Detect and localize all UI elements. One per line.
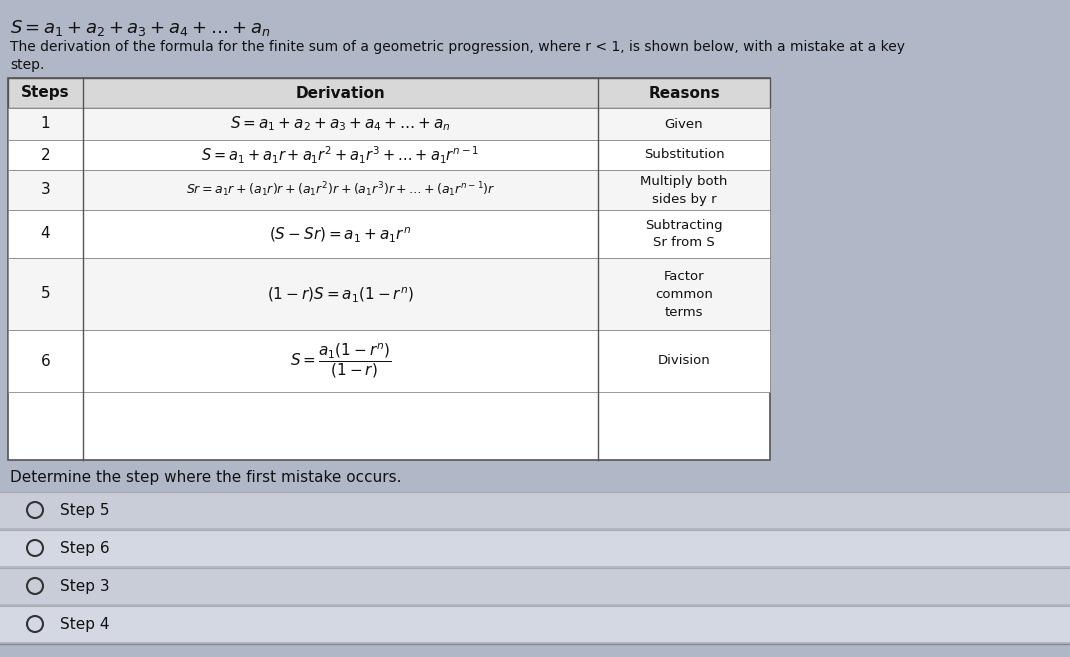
Text: Reasons: Reasons xyxy=(648,85,720,101)
Text: Given: Given xyxy=(664,118,703,131)
Text: $S = \dfrac{a_1(1-r^n)}{(1-r)}$: $S = \dfrac{a_1(1-r^n)}{(1-r)}$ xyxy=(290,342,392,380)
Text: 4: 4 xyxy=(41,227,50,242)
Text: $Sr = a_1r + (a_1r)r + (a_1r^2)r + (a_1r^3)r +\ldots+ (a_1r^{n-1})r$: $Sr = a_1r + (a_1r)r + (a_1r^2)r + (a_1r… xyxy=(186,181,495,199)
Text: 6: 6 xyxy=(41,353,50,369)
Text: Step 5: Step 5 xyxy=(60,503,109,518)
Text: Steps: Steps xyxy=(21,85,70,101)
Text: Multiply both
sides by r: Multiply both sides by r xyxy=(640,175,728,206)
Text: Step 6: Step 6 xyxy=(60,541,109,556)
Bar xyxy=(7,78,770,108)
Bar xyxy=(0,568,1070,604)
Text: Factor
common
terms: Factor common terms xyxy=(655,269,713,319)
Text: Subtracting
Sr from S: Subtracting Sr from S xyxy=(645,219,723,250)
Text: $S = a_1 + a_1r + a_1r^2 + a_1r^3 +\ldots+ a_1r^{n-1}$: $S = a_1 + a_1r + a_1r^2 + a_1r^3 +\ldot… xyxy=(201,145,479,166)
Text: Step 3: Step 3 xyxy=(60,579,109,593)
Text: The derivation of the formula for the finite sum of a geometric progression, whe: The derivation of the formula for the fi… xyxy=(10,40,905,54)
Text: Determine the step where the first mistake occurs.: Determine the step where the first mista… xyxy=(10,470,401,485)
Text: $(1 - r)S = a_1(1 - r^n)$: $(1 - r)S = a_1(1 - r^n)$ xyxy=(268,284,414,304)
Bar xyxy=(7,258,770,330)
Bar xyxy=(0,606,1070,642)
Text: $S = a_1 + a_2 + a_3 + a_4 + \ldots + a_n$: $S = a_1 + a_2 + a_3 + a_4 + \ldots + a_… xyxy=(10,18,271,38)
Bar xyxy=(7,78,770,460)
Text: Derivation: Derivation xyxy=(295,85,385,101)
Text: $S = a_1 + a_2 + a_3 + a_4 +\ldots+ a_n$: $S = a_1 + a_2 + a_3 + a_4 +\ldots+ a_n$ xyxy=(230,115,450,133)
Bar xyxy=(7,140,770,170)
Text: 5: 5 xyxy=(41,286,50,302)
Text: Division: Division xyxy=(658,355,710,367)
Bar xyxy=(7,108,770,140)
Text: 2: 2 xyxy=(41,148,50,162)
Text: 3: 3 xyxy=(41,183,50,198)
Bar xyxy=(7,210,770,258)
Text: Step 4: Step 4 xyxy=(60,616,109,631)
Bar xyxy=(0,530,1070,566)
Text: 1: 1 xyxy=(41,116,50,131)
Bar xyxy=(7,170,770,210)
Text: $(S - Sr) = a_1 + a_1r^n$: $(S - Sr) = a_1 + a_1r^n$ xyxy=(270,225,412,244)
Bar xyxy=(7,330,770,392)
Bar xyxy=(0,492,1070,528)
Text: Substitution: Substitution xyxy=(644,148,724,162)
Text: step.: step. xyxy=(10,58,44,72)
